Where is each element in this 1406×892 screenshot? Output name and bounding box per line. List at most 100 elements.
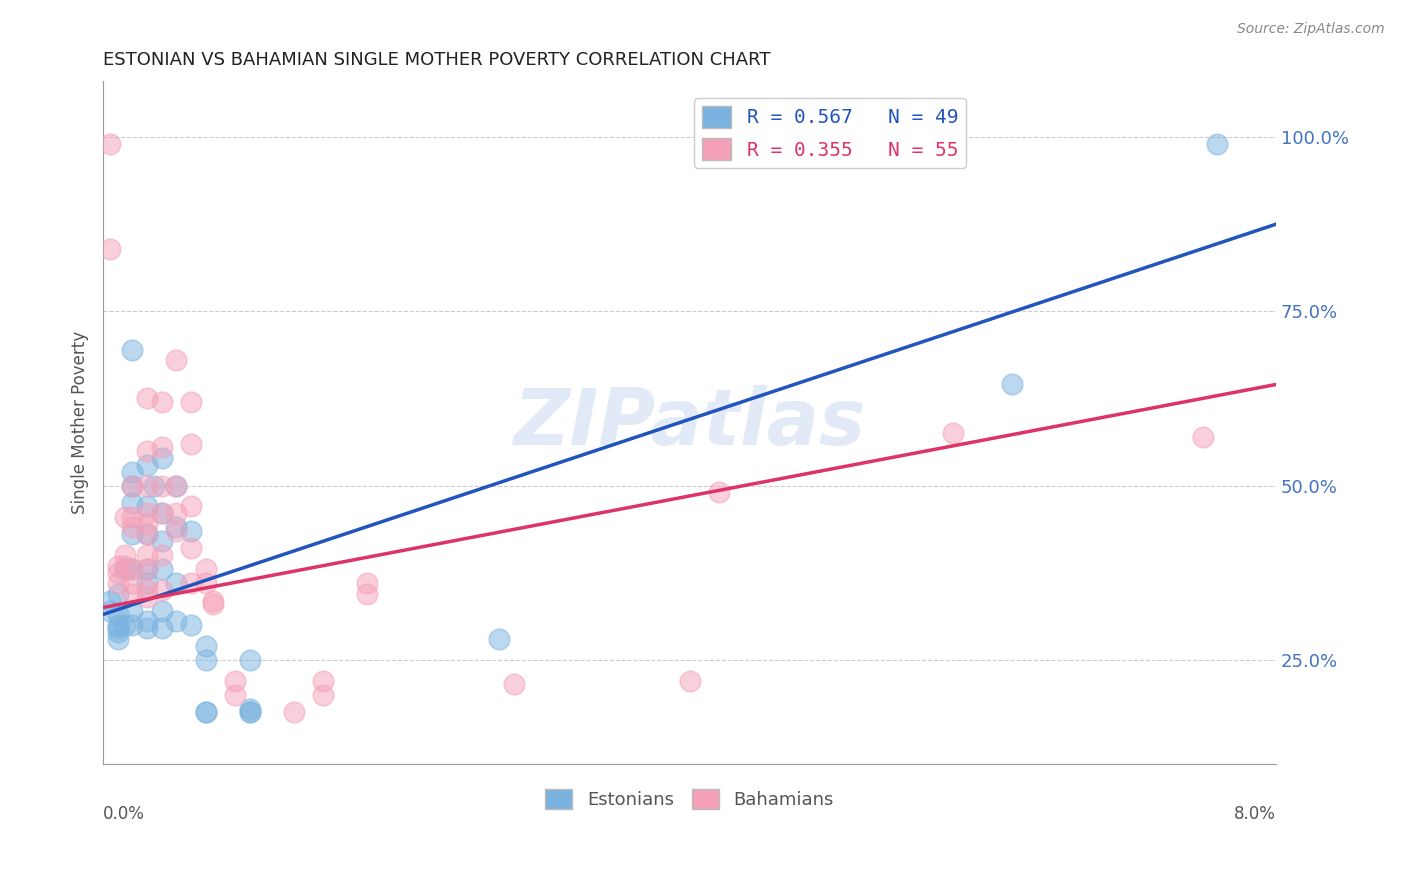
Y-axis label: Single Mother Poverty: Single Mother Poverty — [72, 331, 89, 515]
Point — [136, 443, 159, 458]
Point — [136, 582, 159, 597]
Point — [136, 562, 159, 576]
Point — [165, 576, 187, 591]
Point — [136, 392, 159, 406]
Point — [136, 458, 159, 472]
Point — [107, 621, 129, 635]
Point — [202, 597, 225, 611]
Point — [107, 618, 129, 632]
Point — [239, 705, 262, 719]
Point — [150, 507, 173, 521]
Point — [136, 562, 159, 576]
Point — [150, 582, 173, 597]
Point — [114, 548, 136, 562]
Point — [143, 478, 166, 492]
Point — [165, 507, 187, 521]
Point — [100, 604, 122, 618]
Point — [165, 524, 187, 538]
Point — [107, 558, 129, 573]
Point — [114, 558, 136, 573]
Text: ESTONIAN VS BAHAMIAN SINGLE MOTHER POVERTY CORRELATION CHART: ESTONIAN VS BAHAMIAN SINGLE MOTHER POVER… — [103, 51, 770, 69]
Point — [707, 485, 730, 500]
Point — [121, 604, 143, 618]
Point — [100, 593, 122, 607]
Point — [194, 639, 217, 653]
Point — [165, 615, 187, 629]
Point — [239, 701, 262, 715]
Point — [150, 562, 173, 576]
Point — [107, 632, 129, 646]
Point — [136, 527, 159, 541]
Point — [107, 624, 129, 639]
Point — [165, 520, 187, 534]
Point — [150, 621, 173, 635]
Point — [121, 343, 143, 357]
Point — [180, 436, 202, 450]
Point — [121, 520, 143, 534]
Point — [121, 478, 143, 492]
Point — [1191, 430, 1213, 444]
Point — [165, 353, 187, 368]
Point — [678, 673, 700, 688]
Point — [1206, 137, 1229, 152]
Text: ZIPatlas: ZIPatlas — [513, 384, 866, 461]
Point — [239, 653, 262, 667]
Point — [136, 576, 159, 591]
Point — [224, 673, 246, 688]
Point — [194, 705, 217, 719]
Legend: Estonians, Bahamians: Estonians, Bahamians — [538, 781, 841, 817]
Point — [100, 242, 122, 256]
Point — [121, 496, 143, 510]
Point — [121, 618, 143, 632]
Point — [180, 524, 202, 538]
Point — [194, 705, 217, 719]
Point — [150, 548, 173, 562]
Point — [488, 632, 510, 646]
Point — [121, 576, 143, 591]
Point — [150, 534, 173, 549]
Point — [283, 705, 305, 719]
Point — [180, 395, 202, 409]
Point — [107, 566, 129, 580]
Point — [114, 509, 136, 524]
Point — [136, 507, 159, 521]
Point — [121, 527, 143, 541]
Point — [150, 440, 173, 454]
Point — [150, 395, 173, 409]
Point — [121, 562, 143, 576]
Point — [194, 576, 217, 591]
Point — [165, 478, 187, 492]
Point — [180, 618, 202, 632]
Point — [180, 541, 202, 556]
Point — [150, 450, 173, 465]
Point — [107, 607, 129, 622]
Point — [100, 137, 122, 152]
Point — [136, 500, 159, 514]
Point — [180, 500, 202, 514]
Point — [121, 586, 143, 600]
Point — [136, 516, 159, 531]
Point — [121, 509, 143, 524]
Point — [121, 465, 143, 479]
Point — [121, 478, 143, 492]
Point — [202, 593, 225, 607]
Point — [942, 426, 965, 441]
Point — [150, 507, 173, 521]
Point — [502, 677, 524, 691]
Point — [165, 478, 187, 492]
Point — [121, 562, 143, 576]
Point — [136, 590, 159, 604]
Point — [107, 586, 129, 600]
Point — [180, 576, 202, 591]
Point — [150, 604, 173, 618]
Point — [150, 478, 173, 492]
Point — [239, 705, 262, 719]
Point — [114, 562, 136, 576]
Text: 0.0%: 0.0% — [103, 805, 145, 823]
Point — [224, 688, 246, 702]
Point — [1001, 377, 1024, 392]
Point — [136, 615, 159, 629]
Point — [136, 527, 159, 541]
Point — [136, 621, 159, 635]
Text: 8.0%: 8.0% — [1234, 805, 1277, 823]
